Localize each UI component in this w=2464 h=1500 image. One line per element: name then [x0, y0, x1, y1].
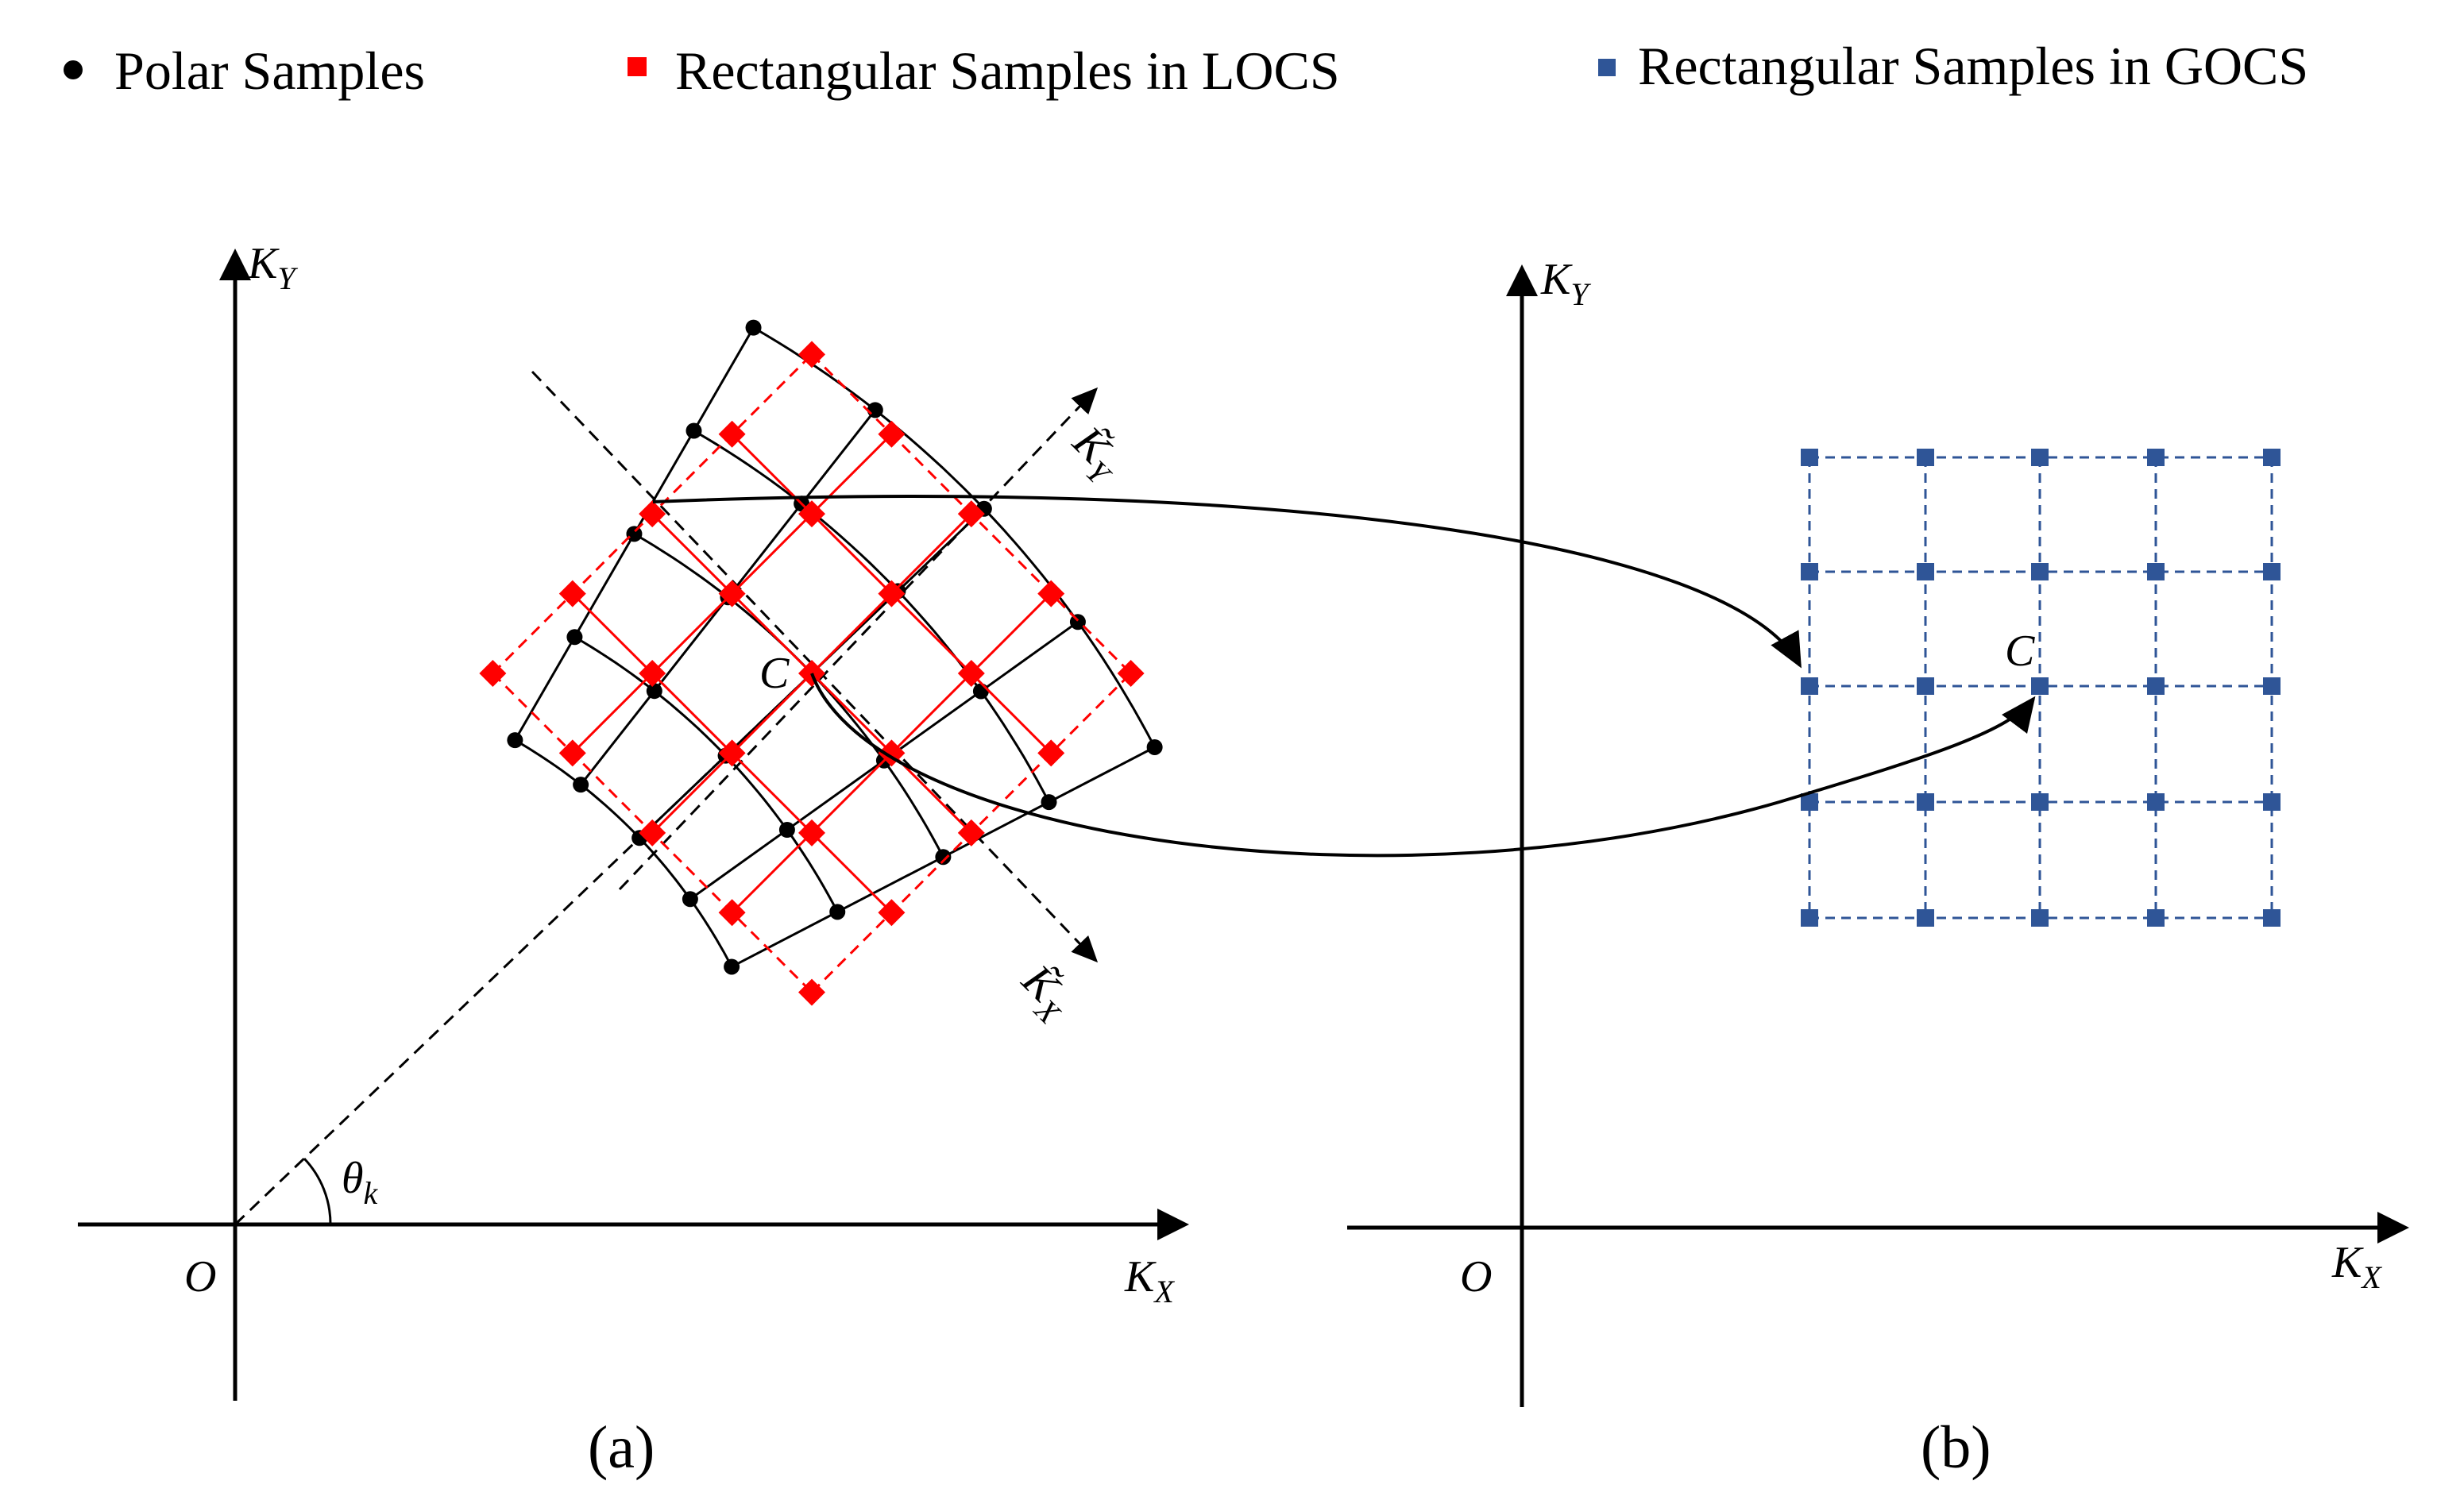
locs-sample: [639, 819, 666, 846]
polar-sample: [867, 402, 883, 418]
panel-b-center-label: C: [2005, 627, 2035, 676]
panel-a-kx-label: KX: [1124, 1252, 1175, 1309]
locs-sample: [798, 341, 825, 368]
locs-sample: [878, 899, 906, 927]
locs-sample: [798, 819, 825, 846]
legend-gocs-label: Rectangular Samples in GOCS: [1638, 36, 2308, 96]
polar-sample: [1146, 738, 1163, 755]
legend: Polar Samples Rectangular Samples in LOC…: [64, 36, 2308, 101]
panel-b-kx-label: KX: [2331, 1238, 2382, 1295]
polar-sample: [573, 777, 589, 793]
gocs-sample: [1917, 793, 1934, 811]
locs-sample: [479, 660, 507, 687]
panel-b-ky-label: KY: [1540, 255, 1591, 312]
panel-b-caption: (b): [1921, 1414, 1991, 1481]
legend-gocs-marker: [1598, 59, 1616, 76]
locs-sample: [798, 500, 825, 528]
gocs-sample: [2263, 563, 2281, 580]
locs-sample: [878, 580, 906, 607]
gocs-sample: [1917, 677, 1934, 695]
locs-sample: [878, 420, 906, 448]
panel-b-origin-label: O: [1460, 1252, 1492, 1301]
locs-sample: [639, 660, 666, 687]
locs-sample: [1117, 660, 1145, 687]
locs-sample: [798, 978, 825, 1006]
polar-sample: [935, 849, 952, 866]
locs-sample: [1037, 580, 1065, 607]
local-ky-label: K̃Y: [1057, 417, 1134, 493]
locs-sample: [558, 739, 586, 767]
polar-sample: [972, 683, 989, 700]
mapping-arrow-corner: [652, 495, 1802, 669]
gocs-sample: [1801, 677, 1818, 695]
polar-sample: [646, 683, 662, 700]
local-kx-axis: [531, 370, 1099, 963]
polar-sample: [626, 526, 643, 542]
panel-a-caption: (a): [588, 1414, 655, 1481]
gocs-sample: [2263, 909, 2281, 927]
locs-sample: [639, 500, 666, 528]
gocs-sample: [2031, 793, 2049, 811]
polar-sample: [724, 958, 740, 975]
gocs-sample: [2031, 563, 2049, 580]
gocs-sample: [2147, 449, 2165, 466]
gocs-sample: [2031, 677, 2049, 695]
polar-sample: [566, 629, 583, 646]
gocs-sample: [2147, 793, 2165, 811]
locs-sample: [957, 500, 985, 528]
panel-a-center-label: C: [759, 649, 790, 698]
gocs-sample: [2147, 677, 2165, 695]
polar-grid: [507, 319, 1163, 975]
local-ky-axis: [618, 387, 1099, 891]
polar-sample: [686, 422, 702, 439]
panel-a-axes: O KX KY θk: [78, 239, 1189, 1401]
locs-sample: [718, 899, 746, 927]
locs-sample: [1037, 739, 1065, 767]
gocs-sample: [1801, 449, 1818, 466]
polar-sample: [1041, 794, 1057, 811]
gocs-sample: [2147, 563, 2165, 580]
local-kx-label: K̃X: [1006, 955, 1083, 1031]
legend-locs-marker: [628, 57, 647, 76]
legend-polar-marker: [64, 60, 83, 79]
gocs-sample: [2263, 449, 2281, 466]
locs-sample: [718, 580, 746, 607]
locs-sample: [718, 739, 746, 767]
gocs-sample: [2031, 449, 2049, 466]
theta-label: θk: [342, 1154, 379, 1211]
locs-sample: [718, 420, 746, 448]
polar-sample: [829, 904, 846, 920]
gocs-sample: [1917, 449, 1934, 466]
locs-sample: [558, 580, 586, 607]
gocs-sample: [2263, 677, 2281, 695]
polar-sample: [778, 821, 795, 838]
panel-a-origin-label: O: [184, 1252, 216, 1301]
polar-sample: [682, 891, 698, 908]
gocs-sample: [1801, 563, 1818, 580]
legend-locs-label: Rectangular Samples in LOCS: [675, 40, 1340, 101]
gocs-sample: [2147, 909, 2165, 927]
gocs-sample: [1917, 909, 1934, 927]
panel-a-ky-label: KY: [247, 239, 298, 296]
gocs-sample: [1801, 909, 1818, 927]
polar-sample: [507, 732, 523, 749]
polar-sample: [745, 319, 762, 336]
locs-sample: [957, 660, 985, 687]
theta-arc: [303, 1157, 332, 1225]
legend-polar-label: Polar Samples: [114, 40, 425, 101]
gocs-sample: [1801, 793, 1818, 811]
mapping-arrow-center: [810, 673, 2036, 858]
gocs-sample: [1917, 563, 1934, 580]
gocs-grid: [1801, 449, 2281, 927]
gocs-sample: [2031, 909, 2049, 927]
locs-sample: [957, 819, 985, 846]
gocs-sample: [2263, 793, 2281, 811]
panel-b-axes: O KX KY: [1347, 255, 2409, 1407]
